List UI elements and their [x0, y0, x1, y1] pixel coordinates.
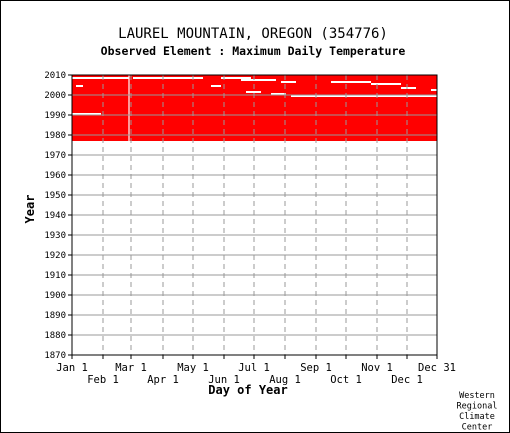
missing-segment-4: [281, 81, 296, 83]
y-tick-label-2000: 2000: [44, 91, 66, 101]
chart-title: LAUREL MOUNTAIN, OREGON (354776): [118, 26, 388, 42]
y-tick-label-1980: 1980: [44, 131, 66, 141]
y-tick-label-2010: 2010: [44, 71, 66, 81]
x-tick-label-oct-1: Oct 1: [330, 374, 362, 386]
x-tick-label-nov-1: Nov 1: [361, 362, 393, 374]
y-tick-label-1950: 1950: [44, 191, 66, 201]
missing-segment-1: [133, 77, 203, 79]
y-tick-label-1880: 1880: [44, 331, 66, 341]
x-tick-label-jan-1: Jan 1: [56, 362, 88, 374]
observed-region-1: [72, 139, 129, 141]
x-axis-label: Day of Year: [208, 383, 287, 397]
y-tick-label-1930: 1930: [44, 231, 66, 241]
missing-data-layer: [72, 75, 437, 141]
y-tick-label-1870: 1870: [44, 351, 66, 361]
y-tick-label-1890: 1890: [44, 311, 66, 321]
y-axis-ticks: 1870 1880 1890 1900 1910 1920 1930 1940 1950 1960…: [44, 71, 72, 361]
y-tick-label-1990: 1990: [44, 111, 66, 121]
x-tick-label-dec-1: Dec 1: [391, 374, 423, 386]
missing-segment-8: [211, 85, 221, 87]
x-axis-ticks: Jan 1 Mar 1 May 1 Jul 1 Sep 1 Nov 1 Dec 31 Feb …: [56, 355, 456, 386]
x-tick-label-jul-1: Jul 1: [238, 362, 270, 374]
credit-line-1: Regional: [457, 402, 498, 412]
chart-subtitle: Observed Element : Maximum Daily Tempera…: [101, 44, 406, 58]
missing-segment-9: [401, 87, 416, 89]
y-tick-label-1940: 1940: [44, 211, 66, 221]
missing-segment-5: [331, 81, 371, 83]
y-tick-label-1900: 1900: [44, 291, 66, 301]
y-tick-label-1960: 1960: [44, 171, 66, 181]
credit-line-3: Center: [462, 423, 493, 433]
y-tick-label-1970: 1970: [44, 151, 66, 161]
missing-segment-0: [72, 77, 129, 79]
missing-segment-14: [72, 113, 101, 115]
missing-segment-12: [271, 93, 286, 95]
missing-segment-2: [221, 77, 251, 79]
x-tick-label-dec-31: Dec 31: [418, 362, 456, 374]
x-tick-label-jun-1: Jun 1: [208, 374, 240, 386]
missing-segment-10: [431, 89, 437, 91]
x-tick-label-may-1: May 1: [177, 362, 209, 374]
x-tick-label-mar-1: Mar 1: [115, 362, 147, 374]
x-tick-label-aug-1: Aug 1: [269, 374, 301, 386]
missing-segment-7: [76, 85, 83, 87]
x-tick-label-apr-1: Apr 1: [147, 374, 179, 386]
missing-segment-13: [291, 95, 437, 97]
y-tick-label-1920: 1920: [44, 251, 66, 261]
credit-line-0: Western: [459, 391, 495, 401]
x-tick-label-feb-1: Feb 1: [87, 374, 119, 386]
missing-segment-11: [246, 91, 261, 93]
missing-segment-3: [241, 79, 276, 81]
credit-line-2: Climate: [459, 412, 495, 422]
x-tick-label-sep-1: Sep 1: [300, 362, 332, 374]
missing-segment-6: [371, 83, 401, 85]
y-tick-label-1910: 1910: [44, 271, 66, 281]
missing-column-0: [128, 75, 130, 141]
y-axis-label: Year: [23, 195, 37, 224]
